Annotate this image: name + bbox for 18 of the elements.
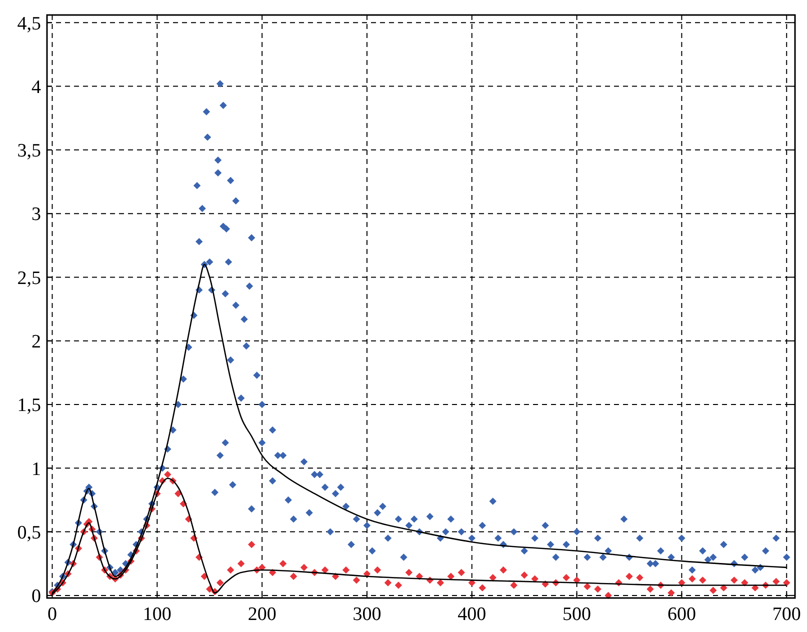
- y-tick-label: 4: [32, 76, 42, 98]
- x-tick-label: 700: [772, 604, 801, 625]
- x-tick-label: 300: [352, 604, 382, 625]
- x-tick-label: 100: [142, 604, 172, 625]
- y-tick-label: 0,5: [17, 522, 41, 544]
- x-tick-label: 500: [562, 604, 592, 625]
- y-tick-label: 3,5: [17, 140, 41, 162]
- y-tick-label: 1,5: [17, 395, 41, 416]
- y-tick-label: 3: [32, 204, 41, 226]
- x-tick-label: 400: [458, 604, 486, 625]
- y-tick-label: 0: [32, 586, 41, 608]
- y-tick-label: 4,5: [17, 13, 41, 34]
- x-tick-label: 0: [47, 604, 57, 625]
- x-tick-label: 600: [667, 604, 696, 625]
- y-tick-label: 1: [32, 458, 41, 480]
- y-tick-label: 2: [32, 332, 41, 353]
- y-tick-label: 2,5: [17, 268, 41, 289]
- x-tick-label: 200: [248, 604, 276, 625]
